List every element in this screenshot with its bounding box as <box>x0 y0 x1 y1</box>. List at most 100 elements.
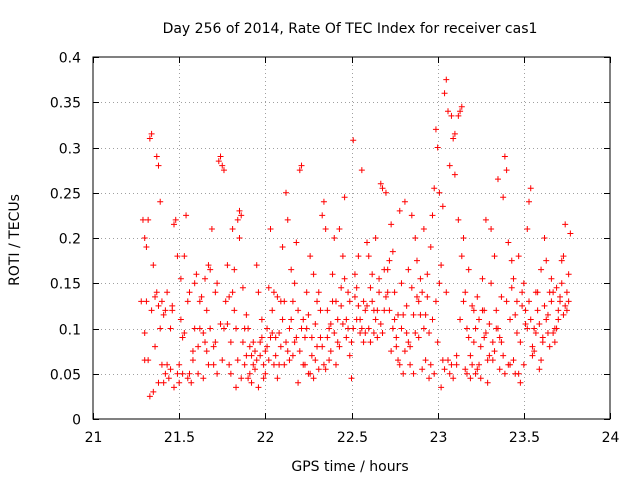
data-point <box>496 334 503 341</box>
data-point <box>488 280 495 287</box>
data-point <box>322 225 329 232</box>
data-point <box>186 370 193 377</box>
data-point <box>164 289 171 296</box>
data-point <box>522 320 529 327</box>
data-point <box>503 298 510 305</box>
data-point <box>145 357 152 364</box>
axis-ticks <box>93 57 611 420</box>
data-point <box>320 361 327 368</box>
data-point <box>141 235 148 241</box>
data-point <box>265 357 272 364</box>
data-point <box>439 357 446 364</box>
data-point <box>286 357 293 364</box>
data-point <box>274 375 281 382</box>
data-point <box>422 357 429 364</box>
data-point <box>453 352 460 359</box>
data-point <box>327 320 334 327</box>
data-point <box>357 316 364 323</box>
data-point <box>170 221 177 228</box>
data-point <box>339 320 346 327</box>
data-point <box>177 275 184 282</box>
data-point <box>246 370 253 377</box>
data-point <box>350 137 357 144</box>
data-point <box>376 289 383 296</box>
data-point <box>291 339 298 346</box>
data-point <box>284 348 291 355</box>
data-point <box>357 330 364 337</box>
data-point <box>472 370 479 377</box>
data-point <box>563 289 570 296</box>
data-point <box>172 216 179 223</box>
data-point <box>257 339 264 346</box>
data-point <box>512 370 519 377</box>
data-point <box>494 325 501 332</box>
data-point <box>403 330 410 337</box>
data-point <box>200 330 207 337</box>
data-point <box>355 302 362 309</box>
data-point <box>462 289 469 296</box>
data-point <box>513 330 520 337</box>
data-point <box>396 207 403 214</box>
data-point <box>481 334 488 341</box>
data-point <box>322 366 329 373</box>
data-point <box>188 379 195 386</box>
data-point <box>524 225 531 232</box>
data-point <box>426 375 433 382</box>
data-point <box>155 162 162 169</box>
data-point <box>457 108 464 115</box>
data-point <box>484 379 491 386</box>
data-point <box>379 330 386 337</box>
data-point <box>336 343 343 350</box>
data-point <box>565 271 572 278</box>
data-point <box>260 361 267 368</box>
data-point <box>415 334 422 341</box>
data-point <box>494 176 501 183</box>
data-point <box>234 216 241 223</box>
data-point <box>367 284 374 291</box>
x-tick-label: 22.5 <box>337 430 368 446</box>
data-point <box>403 302 410 309</box>
data-point <box>220 167 227 174</box>
data-point <box>224 320 231 327</box>
data-point <box>541 302 548 309</box>
data-point <box>207 325 214 332</box>
y-tick-label: 0.2 <box>59 232 81 248</box>
data-point <box>181 253 188 260</box>
data-point <box>498 339 505 346</box>
data-point <box>434 339 441 346</box>
data-point <box>220 325 227 332</box>
data-point <box>505 239 512 246</box>
y-tick-label: 0.3 <box>59 142 81 158</box>
data-point <box>563 307 570 314</box>
data-point <box>295 379 302 386</box>
data-point <box>160 311 167 318</box>
data-point <box>465 334 472 341</box>
data-point <box>158 298 165 305</box>
data-point <box>362 330 369 337</box>
data-point <box>562 221 569 228</box>
data-point <box>176 379 183 386</box>
data-point <box>451 130 458 137</box>
data-point <box>222 298 229 305</box>
data-point <box>281 361 288 368</box>
data-point <box>329 271 336 278</box>
data-point <box>500 352 507 359</box>
data-point <box>524 325 531 332</box>
data-point <box>384 266 391 273</box>
data-point <box>558 280 565 287</box>
data-point <box>372 235 379 241</box>
data-point <box>544 330 551 337</box>
data-point <box>317 334 324 341</box>
data-point <box>202 339 209 346</box>
data-point <box>155 302 162 309</box>
data-point <box>208 225 215 232</box>
data-point <box>393 343 400 350</box>
data-point <box>229 289 236 296</box>
data-point <box>248 379 255 386</box>
data-point <box>336 225 343 232</box>
data-point <box>270 361 277 368</box>
data-point <box>532 330 539 337</box>
data-point <box>491 253 498 260</box>
data-point <box>450 135 457 142</box>
data-point <box>283 339 290 346</box>
